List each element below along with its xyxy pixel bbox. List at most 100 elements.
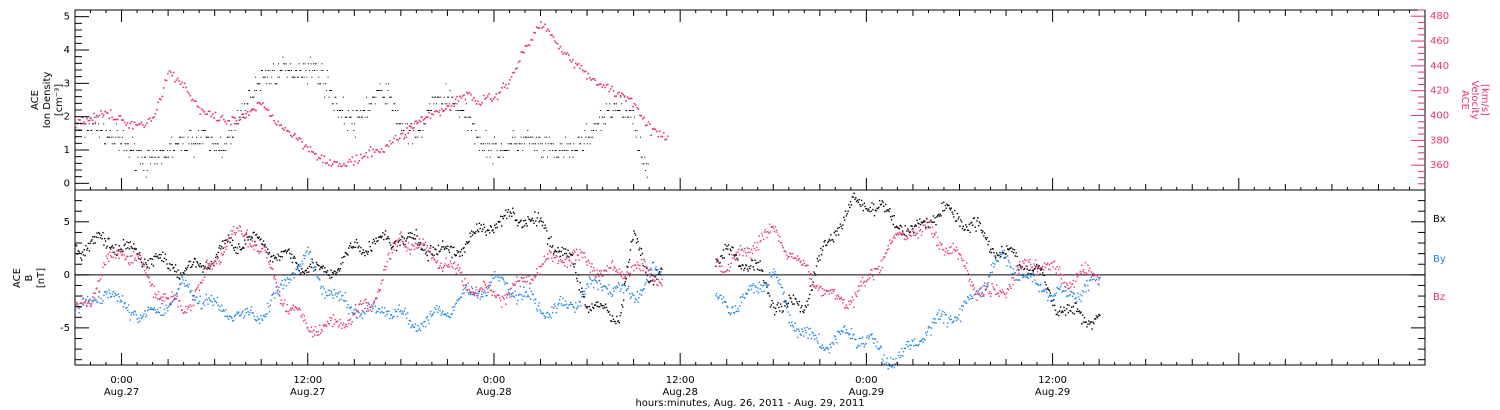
b-by-point (1004, 257, 1006, 259)
b-bz-point (1031, 266, 1034, 268)
b-by-point (862, 343, 865, 345)
velocity-point (235, 120, 238, 122)
b-bz-point (750, 257, 752, 259)
b-bz-point (524, 281, 527, 283)
velocity-point (401, 132, 404, 135)
b-bx-point (750, 259, 753, 261)
b-by-point (825, 347, 827, 349)
b-bz-point (483, 281, 486, 284)
b-bx-point (609, 314, 611, 316)
density-point (353, 130, 355, 131)
velocity-point (594, 79, 597, 82)
b-by-point (354, 313, 356, 315)
b-bx-point (1011, 250, 1013, 253)
b-bx-point (436, 253, 438, 255)
b-bx-point (941, 202, 943, 204)
b-by-point (754, 285, 756, 287)
b-bz-point (420, 247, 422, 249)
velocity-point (223, 118, 225, 121)
b-bx-point (896, 226, 899, 229)
b-by-point (876, 341, 878, 343)
density-point (263, 76, 265, 78)
density-point (435, 96, 437, 98)
b-bx-point (389, 241, 391, 244)
b-bz-point (1050, 262, 1052, 264)
b-bz-point (149, 281, 151, 283)
b-bx-point (153, 255, 155, 258)
b-bz-point (377, 291, 379, 293)
b-bx-point (379, 235, 382, 237)
b-bx-point (236, 247, 238, 249)
b-by-point (772, 271, 774, 273)
density-point (138, 150, 140, 151)
b-by-point (865, 342, 867, 345)
b-by-point (341, 295, 343, 297)
b-by-point (656, 269, 658, 272)
density-point (145, 156, 146, 158)
b-bz-point (431, 253, 434, 255)
velocity-point (200, 108, 203, 110)
b-by-point (642, 288, 644, 291)
b-bx-point (1004, 253, 1006, 255)
b-bz-point (108, 260, 110, 262)
velocity-point (274, 122, 277, 125)
b-by-point (628, 285, 630, 288)
b-bx-point (252, 232, 254, 234)
b-bz-point (984, 288, 987, 291)
b-by-point (818, 333, 820, 335)
b-by-point (182, 279, 184, 281)
b-bz-point (867, 278, 869, 281)
b-bz-point (830, 288, 832, 291)
b-bx-point (178, 277, 180, 279)
b-bz-point (1039, 273, 1041, 275)
b-by-point (797, 328, 800, 331)
b-bx-point (842, 224, 844, 226)
b-by-point (633, 294, 635, 296)
b-by-point (1088, 289, 1090, 292)
b-bz-point (494, 294, 496, 297)
b-bz-point (977, 292, 979, 294)
b-bx-point (290, 257, 292, 259)
b-by-point (328, 294, 330, 296)
b-by-point (814, 338, 816, 341)
density-point (597, 123, 599, 125)
b-bz-point (755, 249, 757, 252)
b-by-point (446, 315, 448, 317)
b-bz-point (835, 295, 837, 297)
velocity-point (447, 105, 450, 107)
density-point (451, 96, 453, 98)
density-point (133, 143, 135, 145)
b-bx-point (259, 239, 261, 241)
b-bz-point (453, 261, 456, 264)
velocity-point (507, 83, 510, 85)
density-point (459, 110, 461, 111)
b-by-point (331, 291, 333, 293)
b-bz-point (953, 248, 955, 251)
density-point (389, 96, 391, 98)
b-bx-point (826, 241, 829, 244)
velocity-point (115, 118, 118, 121)
b-bz-point (478, 289, 481, 291)
b-bx-point (860, 205, 862, 207)
b-by-point (535, 298, 537, 300)
b-bx-point (1098, 313, 1100, 316)
b-by-point (733, 312, 735, 314)
b-by-point (1053, 295, 1055, 297)
b-by-point (774, 271, 777, 273)
b-bz-point (615, 270, 617, 273)
b-by-point (856, 346, 859, 348)
density-point (284, 63, 286, 65)
b-bx-point (374, 242, 376, 245)
b-bx-point (525, 223, 527, 225)
b-by-point (761, 290, 763, 293)
b-bx-point (757, 261, 760, 264)
b-by-point (171, 301, 173, 303)
b-bx-point (192, 261, 195, 263)
density-point (351, 123, 353, 125)
b-bx-point (753, 269, 755, 271)
b-bz-point (518, 280, 521, 282)
density-point (314, 63, 316, 65)
velocity-point (253, 108, 256, 111)
b-by-point (1018, 279, 1020, 281)
b-bx-point (1018, 269, 1020, 271)
